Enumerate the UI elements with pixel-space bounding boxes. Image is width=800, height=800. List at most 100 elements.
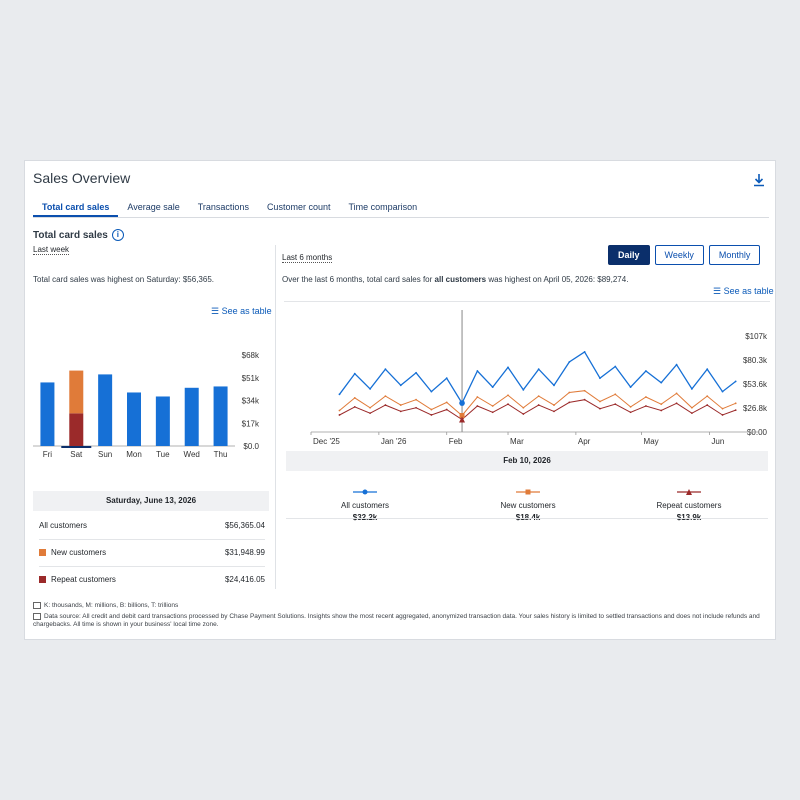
data-point bbox=[399, 404, 402, 406]
legend-all-value: $32.2k bbox=[315, 513, 415, 522]
breakdown-label-all: All customers bbox=[39, 521, 88, 530]
data-point bbox=[660, 381, 663, 384]
bar-all-customers bbox=[213, 386, 228, 446]
left-period-label[interactable]: Last week bbox=[33, 245, 70, 255]
data-point bbox=[706, 395, 709, 398]
x-tick-label: Feb bbox=[449, 437, 463, 446]
y-tick-label: $68k bbox=[242, 351, 260, 360]
x-tick-label: Jan '26 bbox=[381, 437, 407, 446]
data-point bbox=[599, 400, 601, 403]
data-point bbox=[614, 365, 617, 368]
data-point bbox=[568, 361, 571, 363]
footer-abbrev-text: K: thousands, M: millions, B: billions, … bbox=[44, 602, 179, 610]
data-point bbox=[645, 396, 647, 398]
data-point bbox=[721, 407, 724, 410]
data-point bbox=[690, 412, 693, 415]
selected-date-band: Saturday, June 13, 2026 bbox=[33, 491, 269, 511]
y-tick-label: $80.3k bbox=[743, 356, 768, 365]
legend-repeat: Repeat customers $13.9k bbox=[639, 483, 739, 522]
breakdown-label-new: New customers bbox=[51, 548, 107, 557]
data-point bbox=[445, 377, 448, 380]
data-point bbox=[660, 409, 663, 412]
section-title: Total card sales bbox=[33, 229, 108, 241]
weekly-bar-chart: $0.0 $17k $34k $51k $68k Fri Sat Sun Mon Tue Wed Th… bbox=[33, 351, 260, 459]
right-summary-bold: all customers bbox=[434, 275, 487, 284]
data-point bbox=[415, 398, 417, 401]
data-point bbox=[706, 368, 709, 371]
info-icon[interactable]: i bbox=[111, 229, 124, 241]
tab-average-sale[interactable]: Average sale bbox=[127, 202, 180, 212]
data-point bbox=[537, 368, 540, 371]
tab-transactions[interactable]: Transactions bbox=[197, 202, 249, 212]
data-point bbox=[675, 392, 678, 395]
tab-customer-count[interactable]: Customer count bbox=[266, 202, 331, 212]
legend-new-label: New customers bbox=[500, 501, 556, 510]
breakdown-row-new: New customers $31,948.99 bbox=[39, 548, 265, 560]
y-tick-label: $34k bbox=[242, 397, 260, 406]
repeat-customers-swatch bbox=[39, 576, 46, 583]
footer-source: Data source: All credit and debit card t… bbox=[33, 613, 763, 629]
data-point bbox=[507, 366, 509, 369]
data-point bbox=[660, 403, 663, 406]
y-tick-label: $0.0 bbox=[243, 442, 259, 451]
data-point bbox=[338, 409, 341, 412]
data-point bbox=[353, 372, 356, 375]
right-summary-prefix: Over the last 6 months, total card sales… bbox=[282, 275, 435, 284]
data-point bbox=[384, 404, 387, 406]
x-tick-label: Sun bbox=[98, 450, 112, 459]
data-point bbox=[675, 402, 678, 405]
x-tick-label: Thu bbox=[214, 450, 228, 459]
footer-source-text: Data source: All credit and debit card t… bbox=[33, 613, 760, 629]
data-point bbox=[476, 370, 479, 372]
tabs-divider bbox=[33, 217, 769, 218]
x-tick-label: Dec '25 bbox=[313, 437, 340, 446]
tab-time-comparison[interactable]: Time comparison bbox=[348, 202, 418, 212]
data-point bbox=[675, 363, 678, 366]
data-point bbox=[734, 402, 737, 405]
breakdown-value-all: $56,365.04 bbox=[224, 521, 265, 530]
breakdown-divider bbox=[39, 566, 265, 567]
legend-all-marker bbox=[353, 489, 377, 495]
bar-all-customers bbox=[98, 374, 113, 446]
data-point bbox=[476, 396, 479, 398]
download-icon[interactable] bbox=[752, 172, 766, 188]
weekly-button[interactable]: Weekly bbox=[654, 245, 704, 265]
x-tick-label: Jun bbox=[711, 437, 724, 446]
hover-date: Feb 10, 2026 bbox=[503, 456, 551, 465]
breakdown-value-repeat: $24,416.05 bbox=[224, 575, 265, 584]
x-tick-label: Tue bbox=[156, 450, 170, 459]
right-period-label[interactable]: Last 6 months bbox=[282, 253, 333, 263]
data-point bbox=[415, 371, 417, 374]
legend-new-marker bbox=[516, 489, 540, 495]
right-see-as-table[interactable]: ☰ See as table bbox=[713, 286, 774, 297]
data-point bbox=[614, 393, 617, 396]
hover-marker-new bbox=[459, 412, 465, 418]
data-point bbox=[522, 413, 525, 415]
data-point bbox=[553, 384, 555, 387]
data-point bbox=[614, 403, 617, 406]
data-point bbox=[445, 408, 448, 411]
x-tick-label: Fri bbox=[43, 450, 53, 459]
data-point bbox=[583, 389, 586, 392]
x-tick-label: Mon bbox=[126, 450, 142, 459]
data-point bbox=[537, 395, 540, 398]
legend-divider bbox=[286, 518, 768, 519]
data-point bbox=[369, 412, 372, 415]
daily-button[interactable]: Daily bbox=[608, 245, 650, 265]
section-header: Total card sales i bbox=[33, 229, 124, 241]
data-point bbox=[491, 405, 494, 407]
right-summary: Over the last 6 months, total card sales… bbox=[282, 275, 628, 284]
monthly-button[interactable]: Monthly bbox=[708, 245, 761, 265]
hover-marker-repeat bbox=[459, 416, 466, 423]
right-divider bbox=[284, 301, 770, 302]
bar-all-customers bbox=[184, 387, 199, 446]
tab-total-card-sales[interactable]: Total card sales bbox=[33, 199, 119, 217]
left-see-as-table[interactable]: ☰ See as table bbox=[211, 306, 272, 317]
data-point bbox=[369, 388, 372, 390]
new-customers-swatch bbox=[39, 549, 46, 556]
right-summary-suffix: was highest on April 05, 2026: $89,274. bbox=[486, 275, 629, 284]
left-see-as-table-label: See as table bbox=[221, 306, 272, 316]
data-point bbox=[629, 411, 632, 414]
x-tick-label: May bbox=[644, 437, 659, 446]
legend-repeat-marker bbox=[677, 489, 701, 495]
